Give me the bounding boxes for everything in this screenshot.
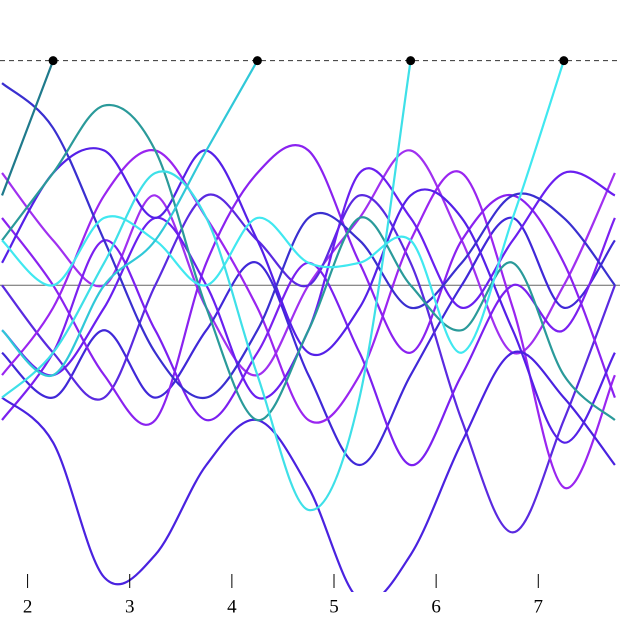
series-line	[1, 103, 616, 422]
x-tick-label: 6	[431, 596, 441, 617]
series-line	[1, 193, 616, 534]
x-tick-label: 5	[329, 596, 339, 617]
series-line	[1, 82, 616, 400]
series-line	[1, 60, 55, 196]
plot-area	[0, 56, 620, 592]
hit-marker	[252, 56, 262, 66]
hit-marker	[406, 56, 416, 66]
hit-marker	[48, 56, 58, 66]
series-line	[1, 60, 259, 377]
x-tick-label: 3	[125, 596, 135, 617]
hit-marker	[559, 56, 569, 66]
series-line	[1, 149, 616, 490]
series-line	[1, 350, 616, 592]
series-line	[1, 147, 616, 444]
x-tick-label: 2	[23, 596, 33, 617]
series-line	[1, 60, 565, 354]
x-axis: 2 3 4 5 6 7	[23, 574, 543, 617]
x-tick-label: 7	[534, 596, 544, 617]
series-line	[1, 60, 412, 512]
x-tick-label: 4	[227, 596, 237, 617]
